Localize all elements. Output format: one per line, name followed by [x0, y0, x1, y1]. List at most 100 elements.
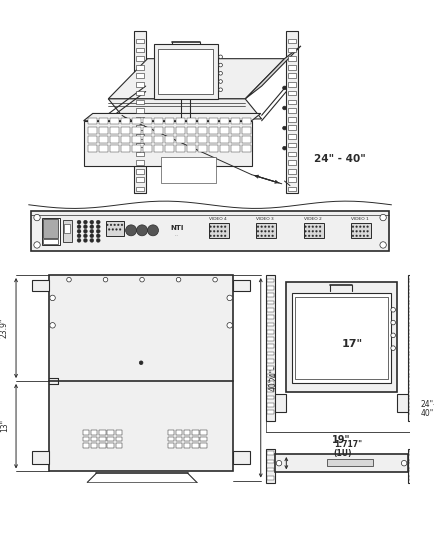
Bar: [287, 82, 296, 87]
Bar: [43, 219, 58, 238]
Bar: [82, 443, 89, 448]
Bar: [132, 127, 141, 134]
Bar: [287, 117, 296, 121]
Circle shape: [83, 225, 87, 229]
Circle shape: [282, 146, 286, 150]
Circle shape: [311, 235, 313, 237]
Bar: [396, 394, 407, 412]
Circle shape: [218, 79, 222, 83]
Bar: [99, 118, 108, 124]
Circle shape: [256, 235, 258, 237]
Circle shape: [351, 235, 353, 237]
Bar: [135, 100, 144, 104]
Bar: [408, 410, 415, 414]
Circle shape: [213, 226, 214, 227]
Bar: [287, 152, 296, 156]
Circle shape: [218, 71, 222, 75]
Bar: [287, 160, 296, 164]
Bar: [266, 410, 274, 414]
Circle shape: [256, 230, 258, 232]
Circle shape: [209, 235, 211, 237]
Bar: [233, 280, 249, 290]
Circle shape: [315, 226, 317, 227]
Polygon shape: [154, 44, 217, 99]
Circle shape: [308, 230, 309, 232]
Circle shape: [83, 238, 87, 242]
Bar: [167, 437, 174, 441]
Bar: [175, 145, 184, 152]
Bar: [241, 127, 250, 134]
Circle shape: [379, 242, 385, 248]
Circle shape: [96, 238, 100, 242]
Bar: [184, 443, 190, 448]
Bar: [266, 293, 274, 297]
Circle shape: [224, 226, 226, 227]
Bar: [408, 301, 415, 304]
Circle shape: [366, 230, 368, 232]
Text: 17": 17": [341, 338, 362, 348]
Bar: [175, 437, 182, 441]
Circle shape: [366, 235, 368, 237]
Bar: [219, 136, 228, 142]
Bar: [175, 431, 182, 435]
Circle shape: [271, 226, 273, 227]
Bar: [408, 381, 415, 385]
Bar: [197, 136, 207, 142]
Circle shape: [224, 230, 226, 232]
Circle shape: [308, 235, 309, 237]
Bar: [266, 452, 274, 455]
Bar: [88, 127, 97, 134]
Bar: [408, 374, 415, 378]
Bar: [135, 47, 144, 52]
Circle shape: [89, 238, 94, 242]
Bar: [186, 136, 195, 142]
Bar: [164, 136, 174, 142]
Bar: [99, 437, 105, 441]
Circle shape: [83, 220, 87, 224]
Circle shape: [50, 322, 55, 328]
Bar: [327, 459, 372, 466]
Bar: [197, 118, 207, 124]
Circle shape: [119, 229, 121, 230]
Bar: [107, 443, 113, 448]
Bar: [192, 437, 198, 441]
Text: 24"-: 24"-: [420, 400, 434, 409]
Circle shape: [390, 333, 395, 338]
Circle shape: [96, 220, 100, 224]
Bar: [287, 56, 296, 61]
Circle shape: [256, 226, 258, 227]
Bar: [408, 476, 415, 480]
Circle shape: [209, 226, 211, 227]
Circle shape: [218, 88, 222, 92]
Bar: [266, 449, 275, 483]
Bar: [287, 47, 296, 52]
Bar: [105, 221, 124, 236]
Bar: [266, 381, 274, 385]
Circle shape: [77, 225, 81, 229]
Bar: [64, 224, 70, 233]
Bar: [286, 283, 396, 392]
Bar: [135, 82, 144, 87]
Bar: [287, 142, 296, 147]
Bar: [303, 223, 323, 238]
Circle shape: [282, 86, 286, 90]
Circle shape: [282, 126, 286, 130]
Bar: [266, 459, 274, 463]
Bar: [135, 91, 144, 95]
Bar: [200, 431, 207, 435]
Circle shape: [267, 235, 269, 237]
Bar: [200, 443, 207, 448]
Bar: [33, 452, 49, 464]
Bar: [266, 279, 274, 283]
Circle shape: [355, 235, 357, 237]
Bar: [135, 56, 144, 61]
Circle shape: [362, 226, 364, 227]
Circle shape: [139, 361, 143, 364]
Bar: [135, 125, 144, 130]
Bar: [42, 217, 60, 245]
Circle shape: [366, 226, 368, 227]
Polygon shape: [83, 121, 251, 166]
Bar: [408, 396, 415, 399]
Circle shape: [66, 277, 71, 282]
Circle shape: [260, 226, 262, 227]
